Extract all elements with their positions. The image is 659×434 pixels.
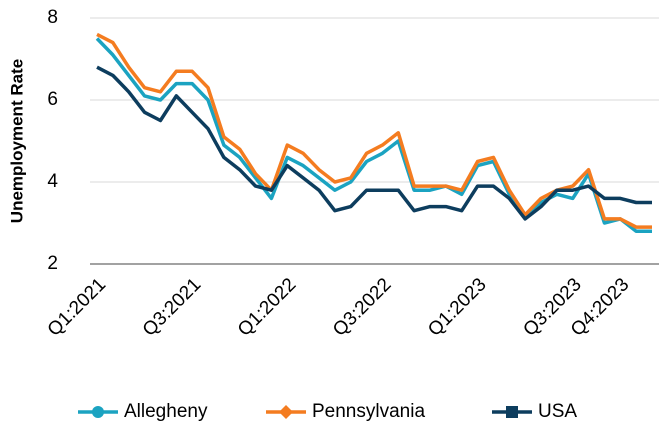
legend-label: Allegheny	[124, 401, 208, 422]
y-tick-label: 4	[47, 171, 58, 192]
y-tick-label: 6	[47, 89, 58, 110]
legend-marker	[92, 406, 104, 418]
legend-marker	[279, 405, 293, 419]
y-tick-label: 8	[47, 7, 58, 28]
x-tick-label: Q3:2021	[139, 274, 205, 340]
series-line	[96, 65, 652, 221]
legend-label: Pennsylvania	[312, 401, 425, 422]
y-tick-label: 2	[47, 253, 58, 274]
x-tick-label: Q1:2022	[234, 274, 300, 340]
legend-marker	[506, 406, 518, 418]
series-line	[95, 37, 652, 233]
y-axis-label: Unemployment Rate	[7, 59, 26, 223]
legend-label: USA	[538, 401, 577, 422]
x-tick-label: Q1:2023	[424, 274, 490, 340]
x-tick-label: Q3:2022	[329, 274, 395, 340]
x-tick-label: Q1:2021	[44, 274, 110, 340]
